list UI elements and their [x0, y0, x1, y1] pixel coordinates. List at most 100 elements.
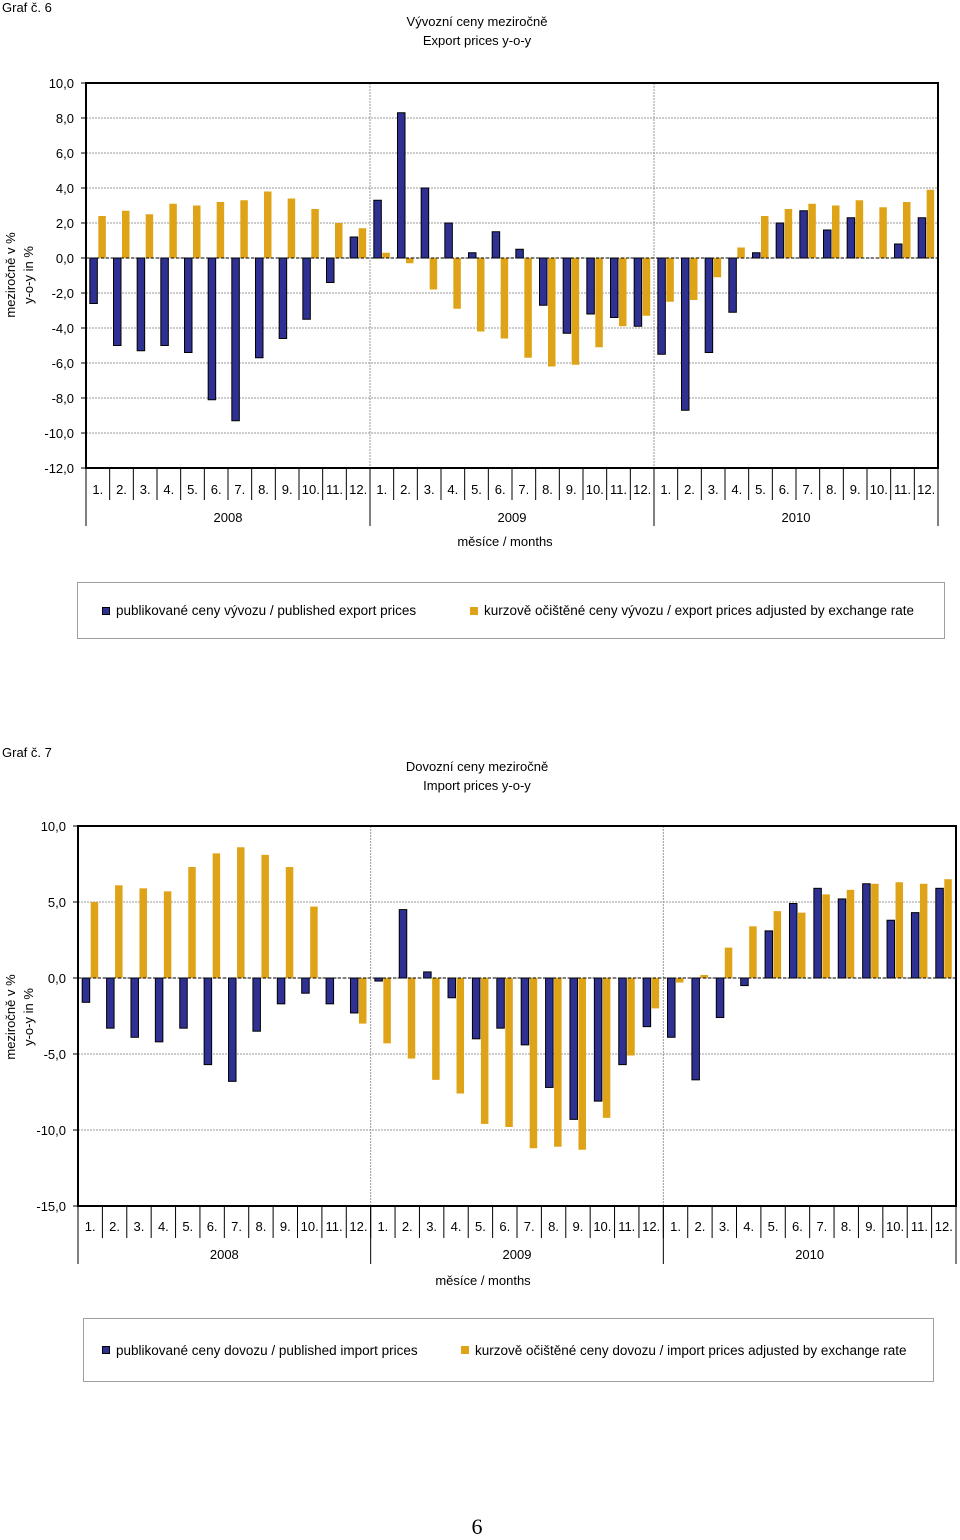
legend-label-adjusted: kurzově očištěné ceny dovozu / import pr…: [475, 1342, 907, 1358]
y-axis-label-en: y-o-y in %: [21, 988, 36, 1046]
x-tick-label: 12.: [349, 482, 367, 497]
bar-published: [569, 977, 578, 1120]
x-tick-label: 10.: [886, 1219, 904, 1234]
x-tick-label: 7.: [524, 1219, 535, 1234]
bar-published: [496, 977, 505, 1029]
x-tick-label: 8.: [255, 1219, 266, 1234]
year-label: 2009: [498, 510, 527, 525]
bar-published: [539, 257, 548, 306]
x-axis-label: měsíce / months: [435, 1273, 531, 1288]
x-tick-label: 3.: [426, 1219, 437, 1234]
bar-adjusted: [524, 258, 532, 358]
y-axis-label-en: y-o-y in %: [21, 246, 36, 304]
legend-swatch-published: [102, 606, 110, 615]
x-tick-label: 11.: [326, 482, 343, 497]
bar-published: [81, 977, 91, 1003]
bar-adjusted: [311, 209, 319, 258]
bar-adjusted: [832, 205, 840, 258]
year-label: 2008: [210, 1247, 239, 1262]
bar-published: [349, 236, 359, 259]
x-tick-label: 8.: [826, 482, 837, 497]
bar-adjusted: [500, 258, 509, 339]
bar-adjusted: [122, 210, 130, 258]
x-tick-label: 8.: [548, 1219, 559, 1234]
legend-label-published: publikované ceny vývozu / published expo…: [116, 603, 417, 618]
bar-published: [179, 977, 188, 1029]
legend-item-adjusted: kurzově očištěné ceny vývozu / export pr…: [470, 583, 914, 638]
x-tick-label: 11.: [610, 482, 627, 497]
y-tick-label: -6,0: [52, 356, 74, 371]
x-tick-label: 4.: [447, 482, 458, 497]
bar-published: [444, 222, 453, 259]
legend-label-published: publikované ceny dovozu / published impo…: [116, 1342, 418, 1358]
x-tick-label: 6.: [211, 482, 222, 497]
bar-adjusted: [216, 202, 225, 258]
x-tick-label: 1.: [660, 482, 671, 497]
x-tick-label: 5.: [768, 1219, 779, 1234]
chart-legend: publikované ceny vývozu / published expo…: [77, 582, 945, 639]
bar-published: [130, 977, 139, 1038]
x-tick-label: 3.: [424, 482, 435, 497]
bar-published: [398, 909, 408, 979]
bar-published: [468, 252, 477, 259]
x-tick-label: 3.: [134, 1219, 145, 1234]
bar-published: [302, 257, 311, 320]
bar-published: [276, 977, 286, 1005]
x-tick-label: 1.: [377, 1219, 388, 1234]
bar-adjusted: [666, 258, 674, 302]
bar-adjusted: [822, 894, 830, 978]
x-tick-label: 1.: [376, 482, 387, 497]
x-tick-label: 10.: [302, 482, 320, 497]
bar-published: [89, 257, 98, 304]
bar-adjusted: [919, 883, 928, 978]
bar-published: [740, 977, 749, 987]
bar-published: [203, 977, 213, 1066]
chart-title-cz: Vývozní ceny meziročně: [406, 14, 548, 29]
bar-published: [775, 222, 785, 259]
x-tick-label: 9.: [282, 482, 293, 497]
bar-published: [397, 112, 406, 259]
x-tick-label: 8.: [841, 1219, 852, 1234]
bar-adjusted: [287, 198, 296, 258]
y-tick-label: 4,0: [56, 181, 74, 196]
bar-published: [325, 977, 335, 1005]
y-tick-label: -12,0: [44, 461, 74, 476]
bar-adjusted: [619, 258, 627, 327]
x-tick-label: 9.: [865, 1219, 876, 1234]
bar-published: [545, 977, 554, 1088]
x-tick-label: 2.: [684, 482, 695, 497]
x-tick-label: 8.: [542, 482, 553, 497]
x-tick-label: 10.: [593, 1219, 611, 1234]
x-tick-label: 1.: [92, 482, 103, 497]
bar-adjusted: [846, 889, 855, 978]
bar-adjusted: [453, 258, 461, 309]
bar-adjusted: [477, 258, 485, 332]
chart-legend: publikované ceny dovozu / published impo…: [83, 1318, 934, 1382]
bar-published: [252, 977, 261, 1032]
bar-published: [113, 257, 122, 346]
x-tick-label: 9.: [573, 1219, 584, 1234]
bar-adjusted: [713, 258, 722, 278]
y-tick-label: 8,0: [56, 111, 74, 126]
bar-adjusted: [139, 888, 147, 978]
bar-published: [886, 919, 896, 979]
bar-adjusted: [163, 891, 172, 978]
bar-adjusted: [529, 978, 538, 1149]
bar-published: [207, 257, 217, 401]
bar-published: [423, 971, 432, 979]
y-tick-label: -5,0: [44, 1047, 66, 1062]
bar-published: [471, 977, 481, 1040]
bar-published: [231, 257, 240, 422]
x-tick-label: 4.: [158, 1219, 169, 1234]
x-tick-label: 11.: [894, 482, 911, 497]
bar-published: [593, 977, 603, 1102]
bar-adjusted: [358, 978, 367, 1024]
bar-adjusted: [676, 978, 684, 983]
bar-adjusted: [724, 947, 733, 978]
bar-adjusted: [651, 978, 660, 1009]
bar-adjusted: [926, 189, 935, 258]
bar-published: [184, 257, 193, 353]
x-tick-label: 9.: [850, 482, 861, 497]
bar-adjusted: [903, 202, 911, 258]
bar-adjusted: [797, 912, 806, 978]
